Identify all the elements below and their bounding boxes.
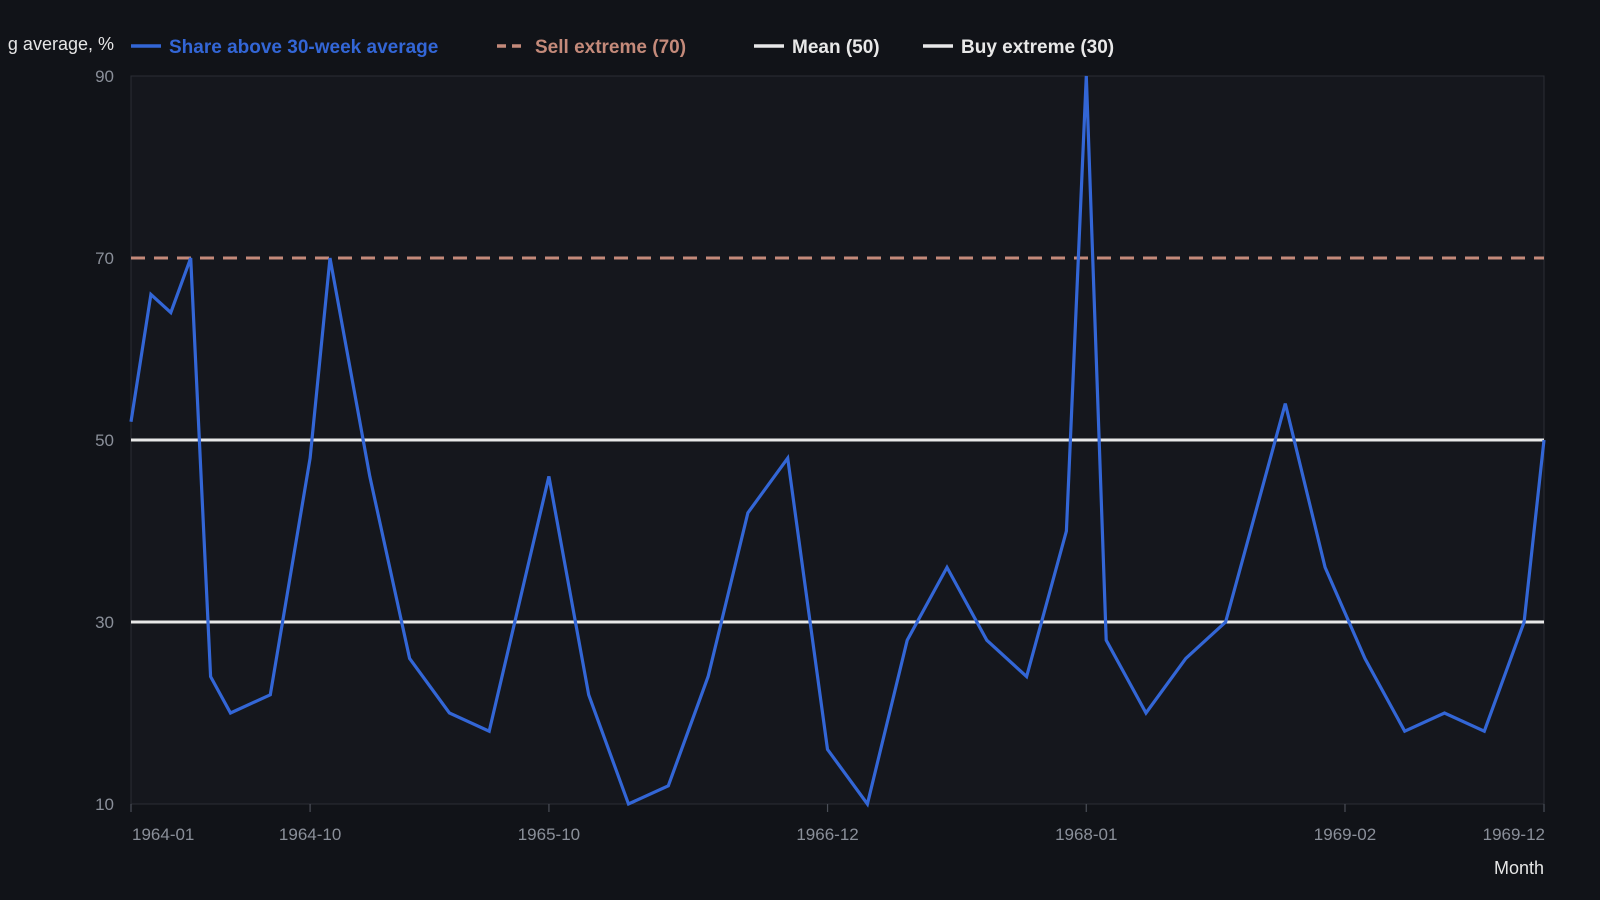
y-tick-label: 50: [95, 431, 114, 450]
x-axis-title: Month: [1494, 858, 1544, 878]
series-line-share-above-average: [129, 75, 1546, 808]
x-tick-label: 1968-01: [1055, 825, 1117, 844]
legend-item-buy-extreme: Buy extreme (30): [923, 37, 1114, 58]
y-tick-label: 10: [95, 795, 114, 814]
x-tick-label: 1964-01: [132, 825, 194, 844]
legend-label: Sell extreme (70): [535, 37, 686, 58]
y-axis-title: g average, %: [8, 34, 114, 54]
legend-item-mean: Mean (50): [754, 37, 880, 58]
legend-label: Buy extreme (30): [961, 37, 1114, 58]
legend-label: Mean (50): [792, 37, 880, 58]
x-tick-label: 1969-12: [1483, 825, 1545, 844]
legend: Share above 30-week average Sell extreme …: [131, 37, 1114, 58]
x-tick-label: 1964-10: [279, 825, 341, 844]
x-tick-label: 1965-10: [518, 825, 580, 844]
legend-label: Share above 30-week average: [169, 37, 438, 58]
x-tick-label: 1966-12: [796, 825, 858, 844]
y-tick-label: 90: [95, 67, 114, 86]
x-axis: 1964-01 1964-10 1965-10 1966-12 1968-01 1969-…: [130, 804, 1545, 844]
y-axis: 10 30 50 70 90: [95, 67, 114, 814]
legend-item-sell-extreme: Sell extreme (70): [497, 37, 686, 58]
y-tick-label: 30: [95, 613, 114, 632]
y-tick-label: 70: [95, 249, 114, 268]
x-tick-label: 1969-02: [1314, 825, 1376, 844]
reference-lines: [131, 256, 1544, 624]
legend-item-share-above-average: Share above 30-week average: [131, 37, 438, 58]
series-layer: [129, 75, 1546, 808]
